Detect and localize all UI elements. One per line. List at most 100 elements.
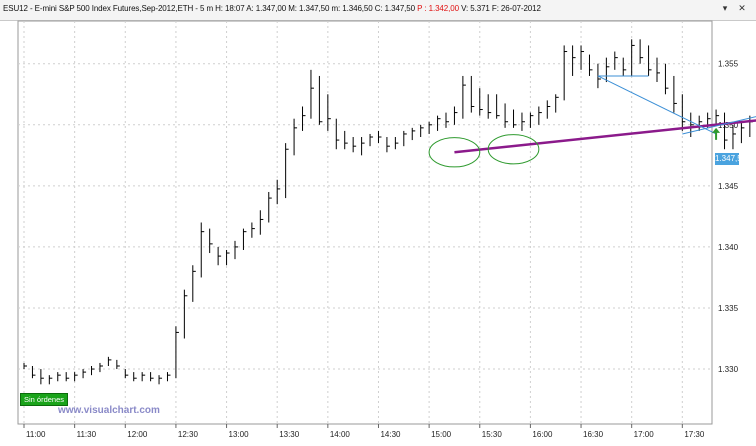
buy-arrow-icon [712,127,721,133]
ohlc-bar [420,124,424,138]
support-trendline [454,119,756,154]
ohlc-bar [242,228,247,250]
x-tick-label: 16:00 [532,430,553,439]
trendline-up-1 [682,116,756,135]
ohlc-bar [158,375,163,385]
ohlc-bar [715,109,720,125]
ohlc-bar [217,246,222,266]
y-tick-label: 1.345 [718,182,739,191]
close-icon[interactable]: ✕ [738,4,746,14]
ohlc-bar [48,375,53,385]
ohlc-bar [99,362,103,373]
ohlc-bar [749,115,753,138]
ohlc-bar [31,365,36,379]
ohlc-bar [82,369,87,379]
ohlc-bar [437,115,441,131]
x-tick-label: 13:30 [279,430,300,439]
ohlc-bar [91,365,95,376]
symbol-info-text: ESU12 - E-mini S&P 500 Index Futures,Sep… [3,4,416,13]
minimize-icon[interactable]: ▾ [722,4,728,14]
ohlc-bar [310,69,314,119]
grid [17,20,713,425]
axes: 1.330 1.335 1.340 1.345 1.350 1.355 11:00 11:30… [23,60,739,439]
ohlc-bar [276,179,281,205]
ohlc-bar [251,222,255,238]
x-tick-label: 14:30 [380,430,401,439]
last-price-tag: 1.347,5 [715,153,742,165]
ohlc-bar [344,130,348,150]
y-tick-label: 1.335 [718,304,739,313]
ohlc-bar [664,63,669,95]
ohlc-bar [631,39,635,76]
ohlc-bar [293,118,298,156]
x-tick-label: 11:30 [77,430,97,439]
ohlc-bar [192,265,196,302]
ohlc-bar [588,54,593,76]
ohlc-bar [724,112,728,150]
ohlc-bar [57,372,61,382]
ohlc-bar [622,57,627,76]
x-tick-label: 17:30 [684,430,705,439]
ohlc-bar [453,106,458,125]
x-tick-label: 13:00 [229,430,250,439]
orders-badge[interactable]: Sin órdenes [20,393,69,406]
ohlc-bar [394,137,399,150]
ohlc-bar [150,372,154,382]
x-tick-label: 17:00 [634,430,655,439]
ohlc-bar [302,106,306,131]
ohlc-bar [513,109,517,128]
watermark: www.visualchart.com [58,405,160,416]
ohlc-bars [23,39,753,385]
y-tick-label: 1.340 [718,243,739,252]
ohlc-bar [681,94,686,131]
ohlc-bar [386,137,390,153]
ohlc-bar [116,359,120,370]
ohlc-bar [690,112,694,138]
ohlc-bar [740,121,745,144]
ohlc-bar [529,112,534,128]
x-tick-label: 16:30 [583,430,604,439]
ohlc-bar [496,94,500,119]
ohlc-bar [605,57,610,83]
x-tick-label: 11:00 [26,430,46,439]
ohlc-bar [732,124,736,150]
plot-frame [17,20,713,425]
ohlc-bar [555,94,559,113]
ohlc-bar [538,106,542,125]
ohlc-bar [268,191,272,223]
ohlc-bar [673,75,677,113]
ohlc-bar [580,45,585,70]
ohlc-bar [479,88,483,116]
ohlc-bar [65,372,70,382]
ohlc-bar [445,112,449,128]
x-tick-label: 15:00 [431,430,452,439]
ohlc-bar [200,222,205,278]
ohlc-bar [107,356,112,366]
ohlc-bar [462,75,466,119]
ohlc-bar [166,372,171,382]
y-tick-label: 1.330 [718,365,739,374]
ohlc-bar [698,115,703,131]
ohlc-bar [369,133,374,147]
ohlc-bar [23,362,27,370]
ohlc-bar [318,75,323,125]
ohlc-bar [285,143,289,199]
ohlc-bar [183,289,188,339]
x-tick-label: 12:30 [178,430,199,439]
ohlc-bar [259,210,264,235]
ohlc-bar [648,45,652,76]
x-tick-label: 14:00 [330,430,351,439]
x-tick-label: 15:30 [482,430,503,439]
ohlc-bar [175,326,179,379]
symbol-info: ESU12 - E-mini S&P 500 Index Futures,Sep… [3,4,541,13]
ohlc-bar [470,75,475,113]
ohlc-bar [546,100,551,119]
trendline-down-1 [597,75,717,135]
y-tick-label: 1.350 [718,121,739,130]
ohlc-bar [352,137,357,153]
annotations [428,75,756,168]
volume-date-text: V: 5.371 F: 26-07-2012 [461,4,541,13]
ohlc-bar [639,39,644,64]
ohlc-bar [234,240,238,260]
